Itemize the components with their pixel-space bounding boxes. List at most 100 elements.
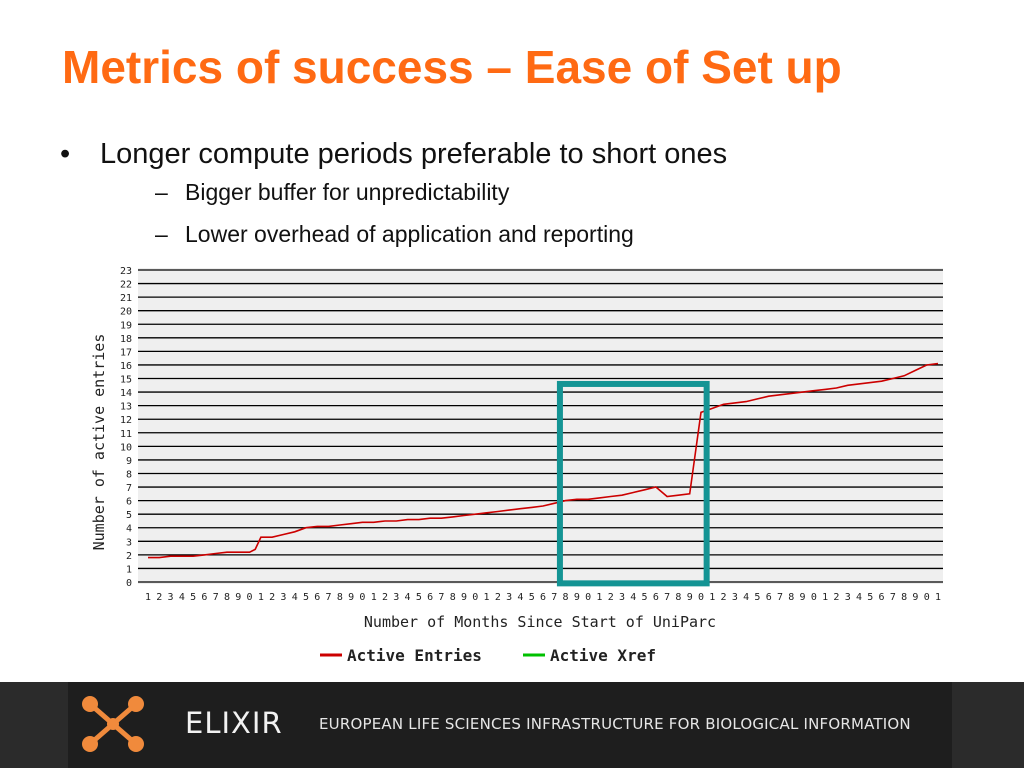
x-tick-label: 7 — [438, 592, 444, 603]
grid-lines — [138, 269, 943, 583]
x-tick-label: 7 — [890, 592, 896, 603]
series-lines — [148, 362, 939, 559]
x-tick-label: 1 — [935, 592, 941, 603]
x-tick-label: 8 — [901, 592, 907, 603]
x-tick-label: 6 — [766, 592, 772, 603]
bullet-item: • Longer compute periods preferable to s… — [60, 136, 727, 248]
y-tick-label: 0 — [126, 578, 132, 589]
x-tick-label: 1 — [371, 592, 377, 603]
bullet-text: Longer compute periods preferable to sho… — [100, 138, 728, 170]
x-tick-label: 8 — [224, 592, 230, 603]
y-tick-label: 10 — [120, 442, 132, 453]
y-tick-label: 3 — [126, 537, 132, 548]
y-tick-label: 9 — [126, 456, 132, 467]
x-tick-label: 4 — [743, 592, 749, 603]
x-tick-label: 1 — [145, 592, 151, 603]
x-tick-label: 0 — [811, 592, 817, 603]
sub-bullet-item: – Lower overhead of application and repo… — [100, 220, 727, 248]
x-tick-label: 7 — [664, 592, 670, 603]
y-tick-label: 18 — [120, 334, 132, 345]
series-line-active-entries — [148, 362, 939, 559]
y-tick-label: 16 — [120, 361, 132, 372]
y-tick-label: 15 — [120, 375, 132, 386]
y-tick-label: 13 — [120, 402, 132, 413]
y-tick-label: 23 — [120, 266, 132, 277]
y-tick-label: 17 — [120, 347, 132, 358]
x-tick-label: 6 — [653, 592, 659, 603]
x-tick-label: 4 — [517, 592, 523, 603]
x-tick-label: 8 — [563, 592, 569, 603]
y-tick-label: 6 — [126, 497, 132, 508]
x-tick-label: 4 — [292, 592, 298, 603]
x-tick-label: 3 — [393, 592, 399, 603]
x-tick-label: 3 — [732, 592, 738, 603]
y-tick-label: 14 — [120, 388, 132, 399]
y-tick-label: 19 — [120, 320, 132, 331]
x-tick-label: 9 — [800, 592, 806, 603]
y-tick-label: 12 — [120, 415, 132, 426]
x-tick-label: 4 — [630, 592, 636, 603]
x-tick-label: 7 — [326, 592, 332, 603]
x-tick-label: 4 — [405, 592, 411, 603]
y-tick-label: 7 — [126, 483, 132, 494]
x-tick-label: 4 — [179, 592, 185, 603]
highlight-box — [556, 380, 710, 587]
x-tick-label: 0 — [359, 592, 365, 603]
y-tick-label: 21 — [120, 293, 132, 304]
x-tick-label: 3 — [845, 592, 851, 603]
x-tick-label: 2 — [382, 592, 388, 603]
sub-bullet-list: – Bigger buffer for unpredictability – L… — [100, 178, 727, 248]
x-tick-label: 3 — [506, 592, 512, 603]
slide-title: Metrics of success – Ease of Set up — [62, 41, 842, 93]
x-tick-label: 2 — [269, 592, 275, 603]
x-axis-label: Number of Months Since Start of UniParc — [364, 613, 716, 631]
x-tick-label: 6 — [314, 592, 320, 603]
y-tick-label: 2 — [126, 551, 132, 562]
x-tick-label: 6 — [879, 592, 885, 603]
x-tick-label: 9 — [574, 592, 580, 603]
sub-bullet-mark: – — [155, 221, 168, 247]
x-tick-label: 5 — [754, 592, 760, 603]
x-tick-label: 5 — [642, 592, 648, 603]
x-tick-label: 8 — [450, 592, 456, 603]
x-tick-label: 9 — [348, 592, 354, 603]
x-tick-label: 1 — [596, 592, 602, 603]
bullet-mark: • — [60, 138, 71, 170]
plot-area — [138, 268, 943, 584]
x-tick-label: 5 — [416, 592, 422, 603]
sub-bullet-text: Bigger buffer for unpredictability — [185, 179, 510, 205]
y-tick-label: 5 — [126, 510, 132, 521]
legend: Active Entries Active Xref — [320, 646, 656, 665]
x-tick-label: 3 — [280, 592, 286, 603]
x-tick-label: 1 — [258, 592, 264, 603]
x-tick-label: 0 — [472, 592, 478, 603]
x-tick-label: 1 — [484, 592, 490, 603]
footer-panel: ELIXIR EUROPEAN LIFE SCIENCES INFRASTRUC… — [68, 682, 952, 768]
y-axis-label: Number of active entries — [90, 334, 108, 551]
x-tick-label: 8 — [675, 592, 681, 603]
x-tick-label: 0 — [247, 592, 253, 603]
x-tick-label: 6 — [540, 592, 546, 603]
x-tick-label: 8 — [337, 592, 343, 603]
x-tick-label: 9 — [687, 592, 693, 603]
x-tick-label: 3 — [619, 592, 625, 603]
x-tick-label: 1 — [822, 592, 828, 603]
x-tick-label: 0 — [698, 592, 704, 603]
bullet-list: • Longer compute periods preferable to s… — [60, 136, 727, 262]
y-tick-label: 22 — [120, 280, 132, 291]
legend-label-active-entries: Active Entries — [347, 646, 482, 665]
x-tick-label: 5 — [867, 592, 873, 603]
x-tick-label: 9 — [235, 592, 241, 603]
y-tick-label: 1 — [126, 564, 132, 575]
footer-bar: ELIXIR EUROPEAN LIFE SCIENCES INFRASTRUC… — [0, 682, 1024, 768]
x-tick-label: 9 — [461, 592, 467, 603]
y-tick-label: 4 — [126, 524, 132, 535]
x-tick-label: 3 — [168, 592, 174, 603]
x-tick-label: 2 — [156, 592, 162, 603]
x-tick-label: 0 — [585, 592, 591, 603]
brand-name: ELIXIR — [185, 706, 283, 740]
x-tick-label: 5 — [303, 592, 309, 603]
